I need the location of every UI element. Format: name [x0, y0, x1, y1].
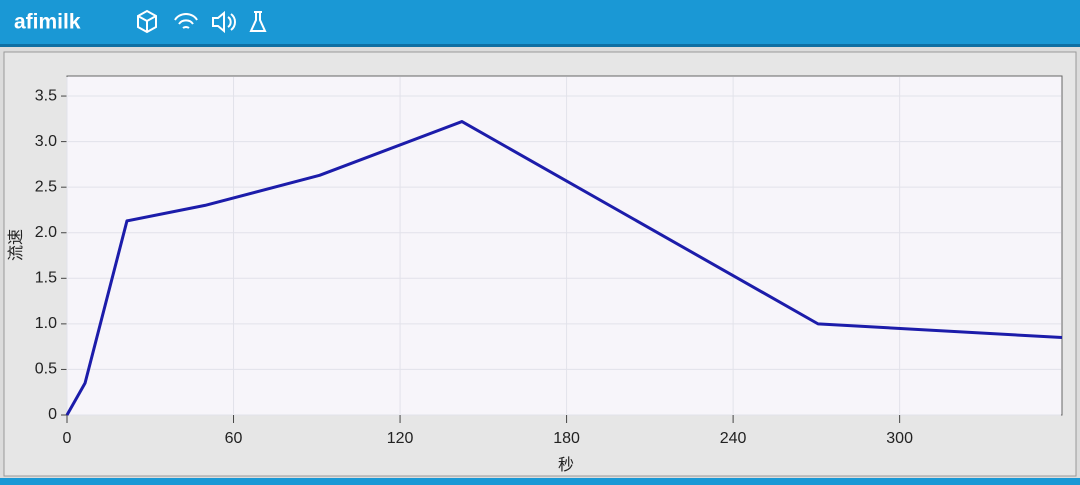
flow-line — [65, 120, 1063, 416]
y-tick-label: 2.5 — [35, 178, 57, 195]
x-tick-label: 120 — [387, 430, 414, 447]
y-tick-label: 3.5 — [35, 87, 57, 104]
y-tick-label: 3.0 — [35, 133, 57, 150]
logo: afimilk — [14, 11, 81, 34]
y-tick-label: 2.0 — [35, 224, 57, 241]
top-bar-edge — [0, 44, 1080, 47]
icon-wifi[interactable] — [174, 13, 198, 29]
x-tick-label: 60 — [225, 430, 243, 447]
y-axis-label: 流速 — [7, 229, 25, 261]
y-tick-label: 0 — [48, 406, 57, 423]
y-tick-label: 1.5 — [35, 270, 57, 287]
toolbar-icons — [137, 9, 267, 34]
icon-sound[interactable] — [212, 10, 236, 34]
x-tick-label: 240 — [720, 430, 747, 447]
plot-area — [66, 75, 1063, 416]
y-tick-label: 0.5 — [35, 361, 57, 378]
icon-flask[interactable] — [249, 11, 267, 32]
x-tick-label: 300 — [886, 430, 913, 447]
x-tick-label: 180 — [553, 430, 580, 447]
x-tick-label: 0 — [63, 430, 72, 447]
top-bar — [0, 0, 1080, 44]
y-tick-label: 1.0 — [35, 315, 57, 332]
bottom-bar — [0, 478, 1080, 485]
icon-cube[interactable] — [137, 9, 157, 34]
x-axis-label: 秒 — [558, 456, 574, 474]
